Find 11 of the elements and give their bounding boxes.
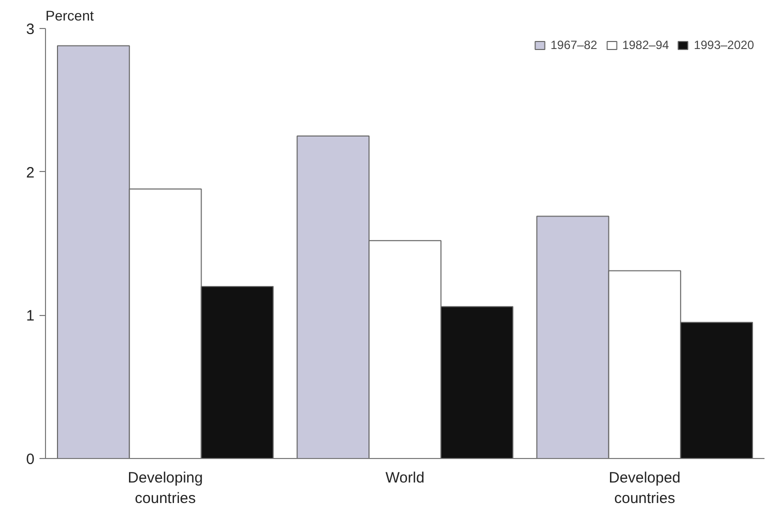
x-tick-label: World bbox=[386, 470, 424, 486]
y-tick-label: 2 bbox=[26, 164, 34, 182]
x-tick-label: Developing countries bbox=[128, 470, 203, 507]
y-tick-label: 3 bbox=[26, 21, 34, 38]
y-axis-title: Percent bbox=[46, 8, 94, 24]
y-tick-label: 0 bbox=[26, 451, 34, 468]
x-tick-label: Developed countries bbox=[608, 470, 681, 507]
legend-label: 1993–2020 bbox=[694, 38, 754, 52]
legend-label: 1982–94 bbox=[622, 38, 669, 52]
y-tick-label: 1 bbox=[26, 308, 34, 325]
legend-label: 1967–82 bbox=[550, 38, 598, 52]
